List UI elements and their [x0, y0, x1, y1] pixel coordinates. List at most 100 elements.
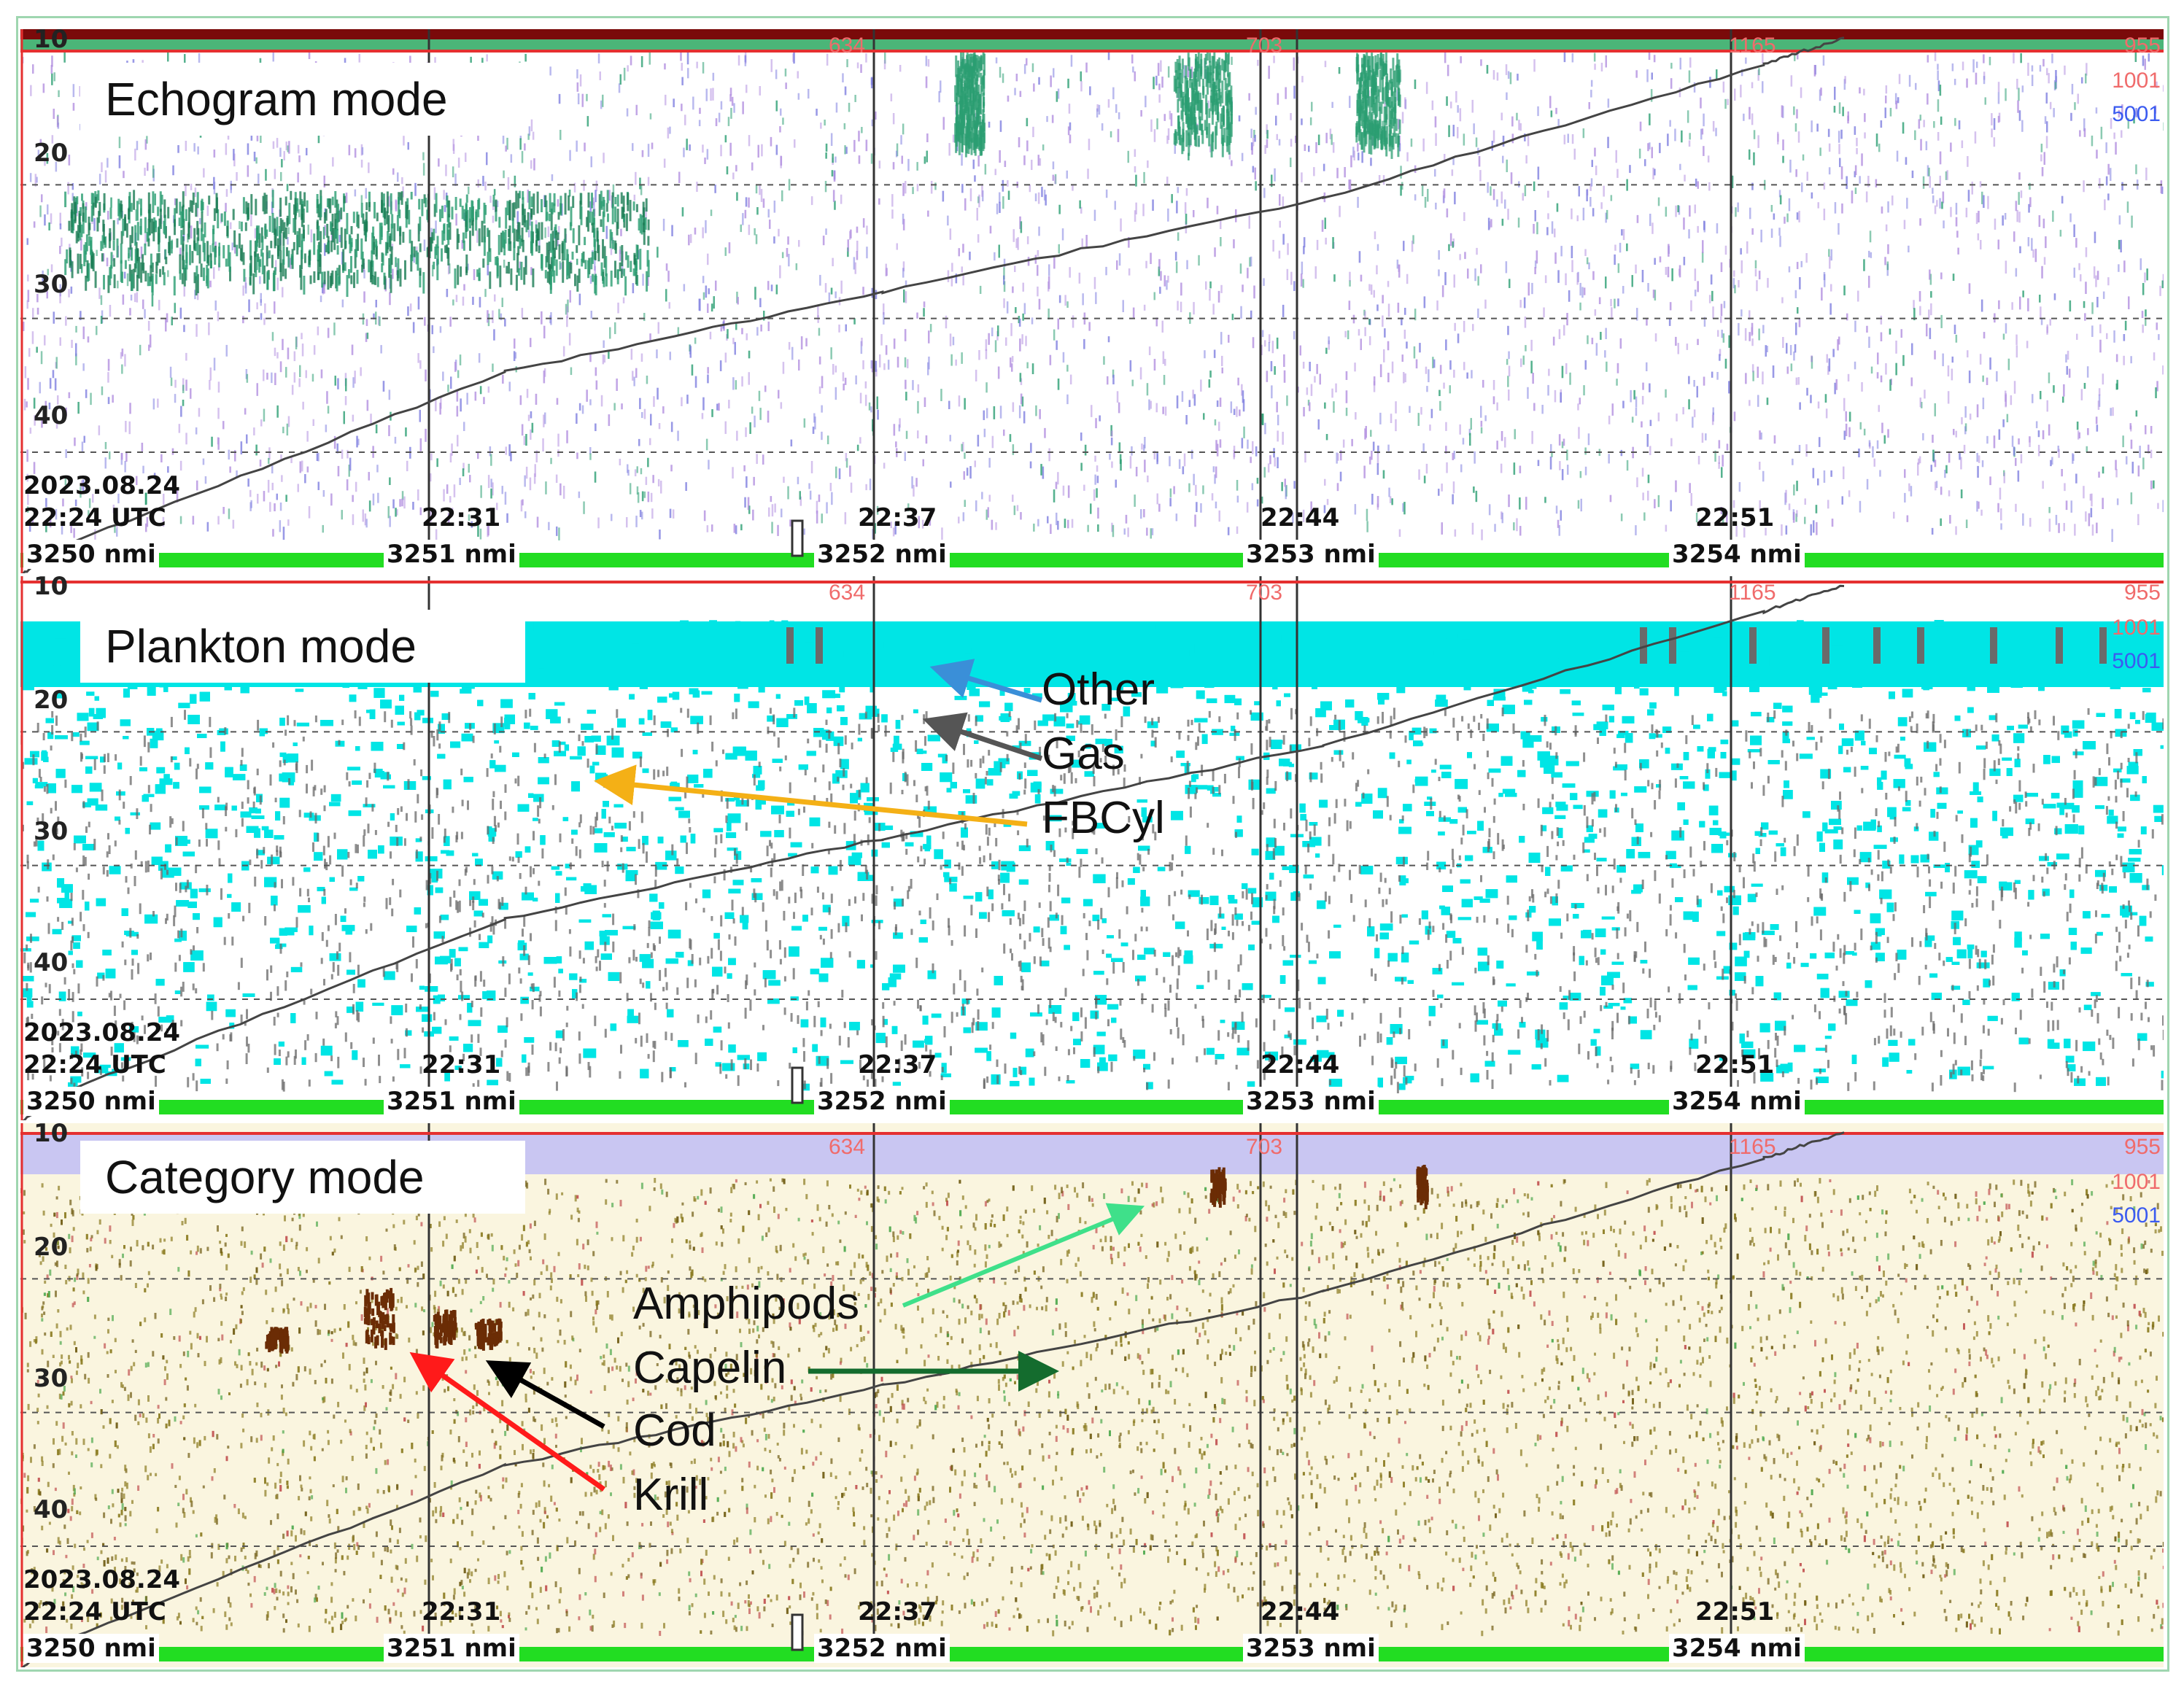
- count-label: 1001: [2112, 1170, 2161, 1195]
- count-label: 1165: [1729, 581, 1776, 605]
- count-label: 703: [1246, 1135, 1282, 1160]
- distance-tick-label: 3253 nmi: [1243, 1087, 1379, 1116]
- distance-tick-label: 3250 nmi: [23, 1087, 159, 1116]
- event-marker: [791, 1066, 804, 1104]
- date-label: 2023.08.24: [23, 1018, 180, 1047]
- count-label: 5001: [2112, 102, 2161, 127]
- event-marker: [791, 1613, 804, 1651]
- plankton-arrows: [594, 659, 1043, 827]
- depth-tick-label: 10: [34, 29, 68, 54]
- count-label: 634: [829, 581, 865, 605]
- label-cod: Cod: [633, 1405, 716, 1457]
- panel-title: Echogram mode: [80, 63, 525, 136]
- echogram-returns: [21, 51, 2164, 543]
- gas-arrow: [922, 712, 1043, 761]
- label-amphipods: Amphipods: [633, 1278, 859, 1330]
- label-gas: Gas: [1042, 728, 1125, 780]
- distance-tick-label: 3254 nmi: [1669, 1087, 1805, 1116]
- event-marker: [791, 519, 804, 557]
- count-label: 5001: [2112, 649, 2161, 674]
- distance-tick-label: 3252 nmi: [814, 1087, 950, 1116]
- depth-tick-label: 30: [34, 1364, 68, 1393]
- time-tick-label: 22:37: [858, 503, 937, 532]
- surface-band: [20, 29, 2164, 39]
- depth-tick-label: 10: [34, 1123, 68, 1148]
- distance-tick-label: 3253 nmi: [1243, 540, 1379, 569]
- time-tick-label: 22:44: [1261, 1597, 1339, 1626]
- time-tick-label: 22:51: [1695, 1050, 1774, 1079]
- depth-tick-label: 40: [34, 401, 68, 430]
- distance-tick-label: 3252 nmi: [814, 1634, 950, 1663]
- surface-band: [20, 39, 2164, 51]
- start-time-label: 22:24 UTC: [23, 1050, 166, 1079]
- amphipods-arrow: [902, 1203, 1145, 1308]
- depth-tick-label: 30: [34, 817, 68, 846]
- bottom-depth-line: [22, 584, 1845, 1120]
- date-label: 2023.08.24: [23, 1565, 180, 1594]
- start-time-label: 22:24 UTC: [23, 503, 166, 532]
- time-tick-label: 22:31: [422, 1050, 500, 1079]
- panel-title: Category mode: [80, 1141, 525, 1214]
- distance-tick-label: 3254 nmi: [1669, 540, 1805, 569]
- count-label: 5001: [2112, 1203, 2161, 1228]
- category-panel: Category mode Amphipods Capelin Cod Kril…: [20, 1123, 2164, 1667]
- count-label: 634: [829, 1135, 865, 1160]
- count-label: 955: [2124, 1135, 2161, 1160]
- depth-tick-label: 40: [34, 948, 68, 977]
- time-tick-label: 22:31: [422, 503, 500, 532]
- label-krill: Krill: [633, 1469, 708, 1521]
- plankton-plot: [20, 576, 2164, 1120]
- depth-tick-label: 10: [34, 576, 68, 601]
- category-classification: [20, 1165, 2164, 1637]
- depth-tick-label: 20: [34, 686, 68, 715]
- echogram-plot: [20, 29, 2164, 573]
- panel-title: Plankton mode: [80, 610, 525, 683]
- depth-tick-label: 30: [34, 270, 68, 299]
- time-tick-label: 22:37: [858, 1050, 937, 1079]
- time-tick-label: 22:51: [1695, 503, 1774, 532]
- fbcyl-arrow: [594, 764, 1028, 827]
- depth-tick-label: 20: [34, 139, 68, 168]
- distance-tick-label: 3251 nmi: [384, 1087, 519, 1116]
- time-tick-label: 22:44: [1261, 503, 1339, 532]
- category-plot: [20, 1123, 2164, 1667]
- count-label: 1001: [2112, 69, 2161, 93]
- cod-arrow: [485, 1360, 605, 1430]
- category-arrows: [409, 1203, 1145, 1492]
- distance-tick-label: 3250 nmi: [23, 540, 159, 569]
- start-time-label: 22:24 UTC: [23, 1597, 166, 1626]
- label-other: Other: [1042, 664, 1155, 715]
- depth-tick-label: 40: [34, 1495, 68, 1524]
- count-label: 703: [1246, 581, 1282, 605]
- label-fbcyl: FBCyl: [1042, 792, 1165, 844]
- distance-tick-label: 3253 nmi: [1243, 1634, 1379, 1663]
- distance-tick-label: 3254 nmi: [1669, 1634, 1805, 1663]
- time-tick-label: 22:31: [422, 1597, 500, 1626]
- nav-bar: [20, 1647, 2164, 1661]
- count-label: 1001: [2112, 616, 2161, 640]
- count-label: 634: [829, 34, 865, 58]
- distance-tick-label: 3251 nmi: [384, 540, 519, 569]
- nav-bar: [20, 1100, 2164, 1114]
- distance-tick-label: 3251 nmi: [384, 1634, 519, 1663]
- plankton-panel: Plankton mode Other Gas FBCyl 10 20 30 40 20…: [20, 576, 2164, 1120]
- count-label: 703: [1246, 34, 1282, 58]
- time-tick-label: 22:44: [1261, 1050, 1339, 1079]
- depth-tick-label: 20: [34, 1233, 68, 1262]
- category-background: [20, 1123, 2164, 1667]
- nav-bar: [20, 553, 2164, 567]
- distance-tick-label: 3250 nmi: [23, 1634, 159, 1663]
- plankton-classification: [20, 620, 2164, 1094]
- date-label: 2023.08.24: [23, 471, 180, 500]
- time-tick-label: 22:37: [858, 1597, 937, 1626]
- time-tick-label: 22:51: [1695, 1597, 1774, 1626]
- count-label: 955: [2124, 581, 2161, 605]
- echogram-panel: Echogram mode 10 20 30 40 2023.08.24 22:24 UT…: [20, 29, 2164, 573]
- other-arrow: [929, 659, 1043, 703]
- label-capelin: Capelin: [633, 1342, 786, 1394]
- krill-arrow: [409, 1351, 606, 1492]
- distance-tick-label: 3252 nmi: [814, 540, 950, 569]
- count-label: 1165: [1729, 1135, 1776, 1160]
- count-label: 955: [2124, 34, 2161, 58]
- count-label: 1165: [1729, 34, 1776, 58]
